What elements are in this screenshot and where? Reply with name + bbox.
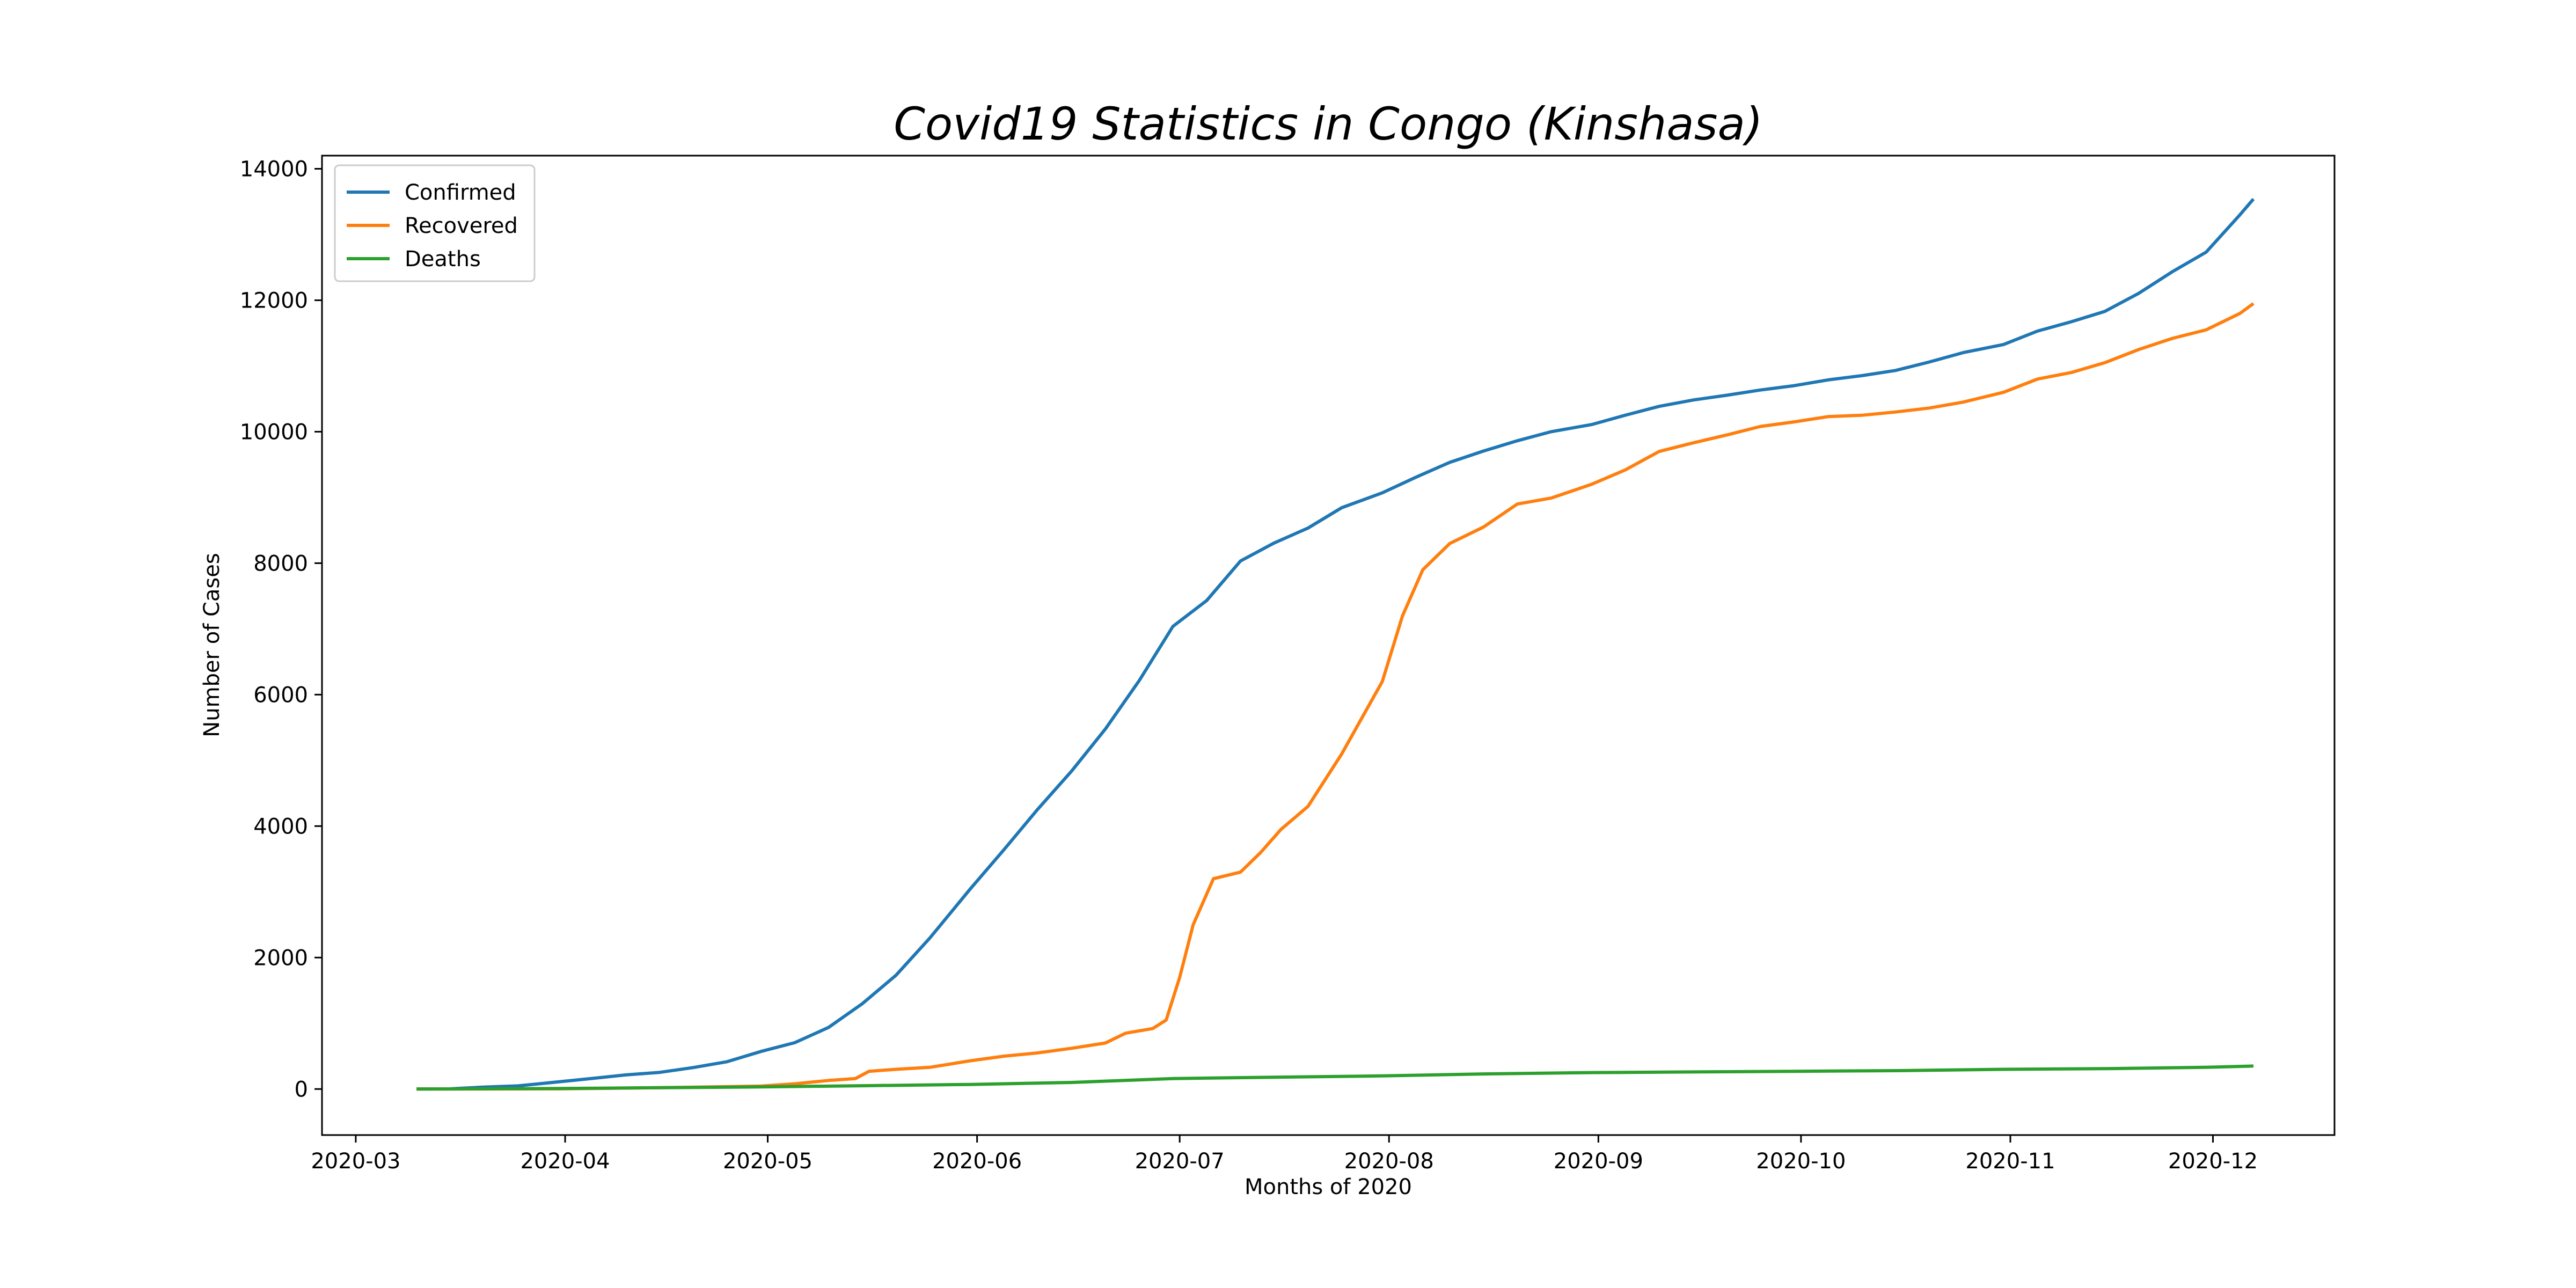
legend: Confirmed Recovered Deaths <box>334 164 536 282</box>
legend-label-confirmed: Confirmed <box>405 180 516 205</box>
series-line-recovered <box>416 302 2255 1091</box>
x-axis-label: Months of 2020 <box>1245 1175 1412 1199</box>
x-tick-label: 2020-06 <box>932 1149 1022 1174</box>
x-tick-label: 2020-07 <box>1135 1149 1225 1174</box>
x-tick-label: 2020-11 <box>1965 1149 2055 1174</box>
y-tick-label: 2000 <box>253 946 308 970</box>
legend-label-recovered: Recovered <box>405 214 518 238</box>
y-tick-label: 8000 <box>253 551 308 576</box>
y-tick-label: 6000 <box>253 683 308 707</box>
x-tick-label: 2020-08 <box>1344 1149 1434 1174</box>
series-line-confirmed <box>416 197 2255 1091</box>
chart-title: Covid19 Statistics in Congo (Kinshasa) <box>894 98 1763 150</box>
legend-box <box>334 164 536 282</box>
x-tick-label: 2020-10 <box>1756 1149 1846 1174</box>
x-tick-label: 2020-09 <box>1554 1149 1643 1174</box>
x-tick-label: 2020-04 <box>520 1149 610 1174</box>
y-tick-label: 10000 <box>240 420 308 444</box>
plot-frame <box>321 155 2336 1136</box>
x-axis: 2020-03 2020-04 2020-05 2020-06 2020-07 2020-… <box>311 1135 2258 1174</box>
y-tick-label: 12000 <box>240 288 308 313</box>
x-tick-label: 2020-03 <box>311 1149 400 1174</box>
series-line-deaths <box>416 1064 2254 1091</box>
y-tick-label: 0 <box>295 1077 308 1102</box>
plot-lines <box>416 197 2255 1091</box>
y-tick-label: 14000 <box>240 157 308 181</box>
x-tick-label: 2020-12 <box>2168 1149 2258 1174</box>
y-tick-label: 4000 <box>253 814 308 839</box>
y-axis: 0 2000 4000 6000 8000 10000 12000 14000 <box>240 157 322 1102</box>
x-tick-label: 2020-05 <box>723 1149 813 1174</box>
y-axis-label: Number of Cases <box>200 553 224 737</box>
legend-label-deaths: Deaths <box>405 247 481 272</box>
